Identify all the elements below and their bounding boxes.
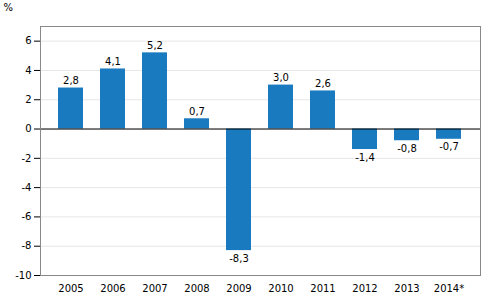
svg-text:5,2: 5,2 (147, 40, 163, 51)
svg-text:4,1: 4,1 (105, 56, 121, 67)
svg-text:0,7: 0,7 (189, 106, 205, 117)
svg-text:-0,7: -0,7 (439, 141, 459, 152)
svg-text:2014*: 2014* (434, 283, 464, 294)
svg-text:-1,4: -1,4 (355, 152, 375, 163)
svg-text:0: 0 (25, 123, 31, 134)
svg-text:2: 2 (25, 94, 31, 105)
svg-text:2,8: 2,8 (63, 75, 79, 86)
svg-text:2010: 2010 (268, 283, 293, 294)
svg-text:-0,8: -0,8 (397, 143, 417, 154)
svg-text:2007: 2007 (142, 283, 167, 294)
svg-text:2013: 2013 (394, 283, 419, 294)
svg-text:-2: -2 (22, 153, 32, 164)
svg-text:6: 6 (25, 35, 31, 46)
svg-text:2,6: 2,6 (315, 78, 331, 89)
svg-text:-8,3: -8,3 (229, 253, 249, 264)
svg-text:2006: 2006 (100, 283, 125, 294)
svg-text:-4: -4 (22, 182, 32, 193)
svg-text:2012: 2012 (352, 283, 377, 294)
svg-text:%: % (4, 2, 14, 13)
svg-text:-8: -8 (22, 240, 32, 251)
svg-text:2009: 2009 (226, 283, 251, 294)
svg-text:-10: -10 (15, 270, 31, 281)
svg-text:2005: 2005 (58, 283, 83, 294)
svg-text:2011: 2011 (310, 283, 335, 294)
svg-text:-6: -6 (22, 211, 32, 222)
svg-text:2008: 2008 (184, 283, 209, 294)
svg-text:3,0: 3,0 (273, 72, 289, 83)
svg-text:4: 4 (25, 65, 31, 76)
